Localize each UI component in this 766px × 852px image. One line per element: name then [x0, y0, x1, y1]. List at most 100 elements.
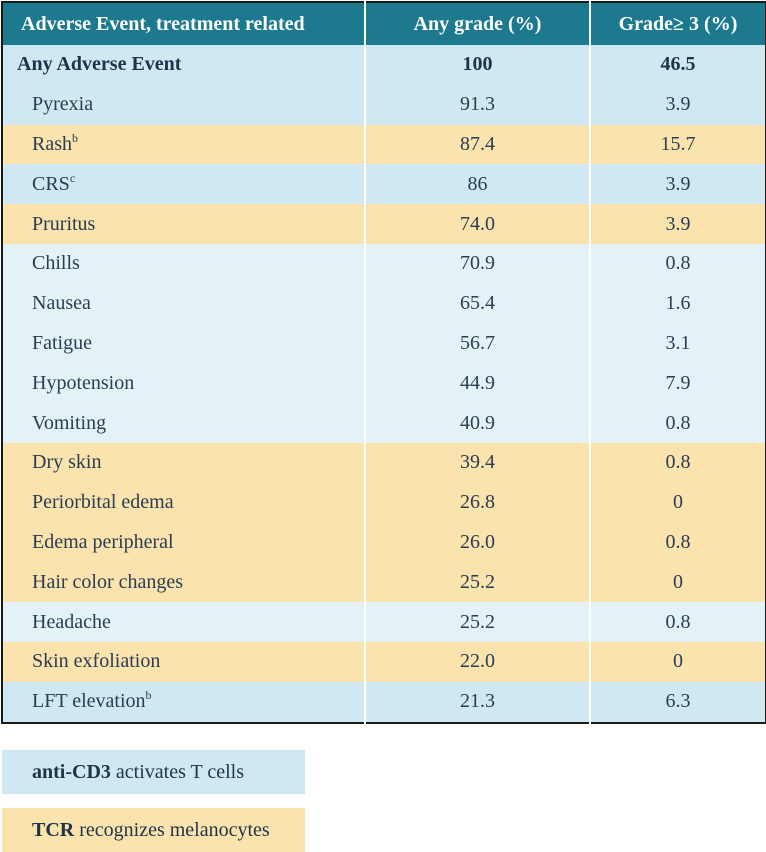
legend-tcr-text: recognizes melanocytes	[79, 818, 270, 841]
legend-anti-cd3: anti-CD3 activates T cells	[2, 750, 305, 794]
any-grade-cell: 86	[364, 164, 590, 205]
table-row: Nausea 65.4 1.6	[2, 283, 766, 324]
grade3-cell: 3.9	[589, 204, 766, 244]
event-cell: Fatigue	[2, 323, 365, 364]
legend-tcr-bold: TCR	[32, 818, 75, 841]
event-name: Chills	[32, 252, 80, 275]
event-cell: CRSc	[2, 164, 365, 205]
table-row: CRSc 86 3.9	[2, 164, 766, 205]
table-row: Edema peripheral 26.0 0.8	[2, 522, 766, 563]
grade3-cell: 0	[589, 482, 766, 523]
event-cell: Skin exfoliation	[2, 641, 365, 682]
table-row: Chills 70.9 0.8	[2, 243, 766, 284]
any-grade-cell: 74.0	[364, 204, 590, 244]
table-row: LFT elevationb 21.3 6.3	[2, 681, 766, 723]
event-cell: LFT elevationb	[2, 681, 365, 723]
event-name: Hair color changes	[32, 570, 184, 593]
table-row: Periorbital edema 26.8 0	[2, 482, 766, 523]
event-cell: Chills	[2, 243, 365, 284]
table-row: Vomiting 40.9 0.8	[2, 403, 766, 443]
any-grade-cell: 26.8	[364, 482, 590, 523]
any-grade-cell: 70.9	[364, 243, 590, 284]
event-cell: Hair color changes	[2, 562, 365, 603]
grade3-cell: 0	[589, 562, 766, 603]
table-row: Dry skin 39.4 0.8	[2, 442, 766, 483]
event-name: LFT elevation	[32, 690, 146, 713]
event-cell: Headache	[2, 602, 365, 642]
table-row: Any Adverse Event 100 46.5	[2, 45, 766, 85]
any-grade-cell: 22.0	[364, 641, 590, 682]
event-name: Skin exfoliation	[32, 650, 161, 673]
adverse-events-table: Adverse Event, treatment related Any gra…	[1, 1, 766, 724]
any-grade-cell: 25.2	[364, 562, 590, 603]
any-grade-cell: 44.9	[364, 363, 590, 404]
table-row: Headache 25.2 0.8	[2, 602, 766, 642]
table-row: Fatigue 56.7 3.1	[2, 323, 766, 364]
event-cell: Hypotension	[2, 363, 365, 404]
event-cell: Nausea	[2, 283, 365, 324]
header-event: Adverse Event, treatment related	[2, 2, 365, 45]
any-grade-cell: 100	[364, 45, 590, 85]
any-grade-cell: 25.2	[364, 602, 590, 642]
event-cell: Pyrexia	[2, 84, 365, 125]
footnote-mark: b	[145, 688, 152, 703]
grade3-cell: 0.8	[589, 403, 766, 443]
table-row: Hair color changes 25.2 0	[2, 562, 766, 603]
event-name: Fatigue	[32, 331, 92, 354]
grade3-cell: 6.3	[589, 681, 766, 723]
event-cell: Pruritus	[2, 204, 365, 244]
event-cell: Edema peripheral	[2, 522, 365, 563]
grade3-cell: 3.1	[589, 323, 766, 364]
event-name: Pyrexia	[32, 93, 94, 116]
table-body: Any Adverse Event 100 46.5 Pyrexia 91.3 3.9 Ra…	[2, 45, 766, 723]
event-name: Edema peripheral	[32, 530, 174, 553]
any-grade-cell: 39.4	[364, 442, 590, 483]
any-grade-cell: 26.0	[364, 522, 590, 563]
footnote-mark: b	[72, 130, 78, 145]
table-row: Pruritus 74.0 3.9	[2, 204, 766, 244]
any-grade-cell: 87.4	[364, 124, 590, 165]
grade3-cell: 0.8	[589, 522, 766, 563]
grade3-cell: 0	[589, 641, 766, 682]
grade3-cell: 0.8	[589, 602, 766, 642]
event-cell: Any Adverse Event	[2, 45, 365, 85]
event-name: Dry skin	[32, 451, 102, 474]
event-name: Any Adverse Event	[17, 53, 182, 76]
event-cell: Vomiting	[2, 403, 365, 443]
legend-anti-cd3-text: activates T cells	[115, 760, 244, 783]
grade3-cell: 1.6	[589, 283, 766, 324]
event-name: Nausea	[32, 292, 91, 315]
event-cell: Dry skin	[2, 442, 365, 483]
event-name: CRS	[32, 172, 70, 195]
grade3-cell: 46.5	[589, 45, 766, 85]
event-cell: Periorbital edema	[2, 482, 365, 523]
grade3-cell: 7.9	[589, 363, 766, 404]
table-row: Rashb 87.4 15.7	[2, 124, 766, 165]
grade3-cell: 3.9	[589, 164, 766, 205]
grade3-cell: 3.9	[589, 84, 766, 125]
grade3-cell: 15.7	[589, 124, 766, 165]
table-row: Hypotension 44.9 7.9	[2, 363, 766, 404]
footnote-mark: c	[69, 170, 76, 185]
event-name: Hypotension	[32, 371, 135, 394]
legend-anti-cd3-bold: anti-CD3	[32, 760, 111, 783]
event-cell: Rashb	[2, 124, 365, 165]
event-name: Headache	[32, 610, 111, 633]
event-name: Pruritus	[32, 212, 96, 235]
legend-tcr: TCR recognizes melanocytes	[2, 808, 305, 852]
event-name: Periorbital edema	[32, 491, 174, 514]
any-grade-cell: 56.7	[364, 323, 590, 364]
table-row: Skin exfoliation 22.0 0	[2, 641, 766, 682]
any-grade-cell: 40.9	[364, 403, 590, 443]
header-grade3: Grade≥ 3 (%)	[589, 2, 766, 45]
table-header-row: Adverse Event, treatment related Any gra…	[2, 2, 766, 45]
event-name: Vomiting	[32, 411, 107, 434]
any-grade-cell: 65.4	[364, 283, 590, 324]
table-row: Pyrexia 91.3 3.9	[2, 84, 766, 125]
header-any-grade: Any grade (%)	[364, 2, 590, 45]
grade3-cell: 0.8	[589, 442, 766, 483]
any-grade-cell: 21.3	[364, 681, 590, 723]
event-name: Rash	[32, 132, 72, 155]
any-grade-cell: 91.3	[364, 84, 590, 125]
grade3-cell: 0.8	[589, 243, 766, 284]
